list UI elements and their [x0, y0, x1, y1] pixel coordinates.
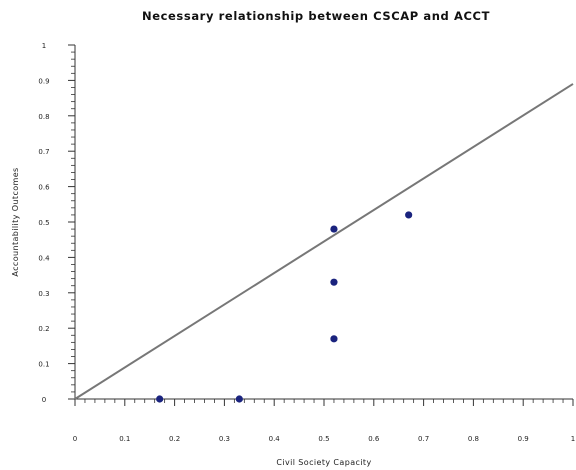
x-tick-label: 0.7 — [418, 435, 429, 443]
y-tick-label: 0.8 — [38, 113, 49, 121]
x-tick-label: 0 — [73, 435, 77, 443]
ticks: 0 0.1 0.2 0.3 0.4 0.5 0.6 0.7 0.8 0.9 1 0 0.1 0.2 0.3 0… — [38, 42, 575, 443]
x-tick-label: 0.8 — [468, 435, 479, 443]
data-point — [330, 225, 338, 233]
reference-line — [74, 83, 574, 400]
data-point — [330, 335, 338, 343]
y-tick-label: 0 — [42, 396, 46, 404]
data-point — [156, 395, 164, 403]
points-group — [156, 211, 413, 403]
x-axis-label: Civil Society Capacity — [276, 458, 371, 467]
x-tick-label: 0.4 — [269, 435, 281, 443]
x-tick-label: 0.2 — [169, 435, 180, 443]
y-tick-label: 0.1 — [38, 361, 49, 369]
y-axis-label: Accountability Outcomes — [11, 167, 20, 276]
y-tick-label: 0.9 — [38, 77, 49, 85]
y-tick-label: 1 — [42, 42, 46, 50]
reference-line-group — [74, 83, 574, 400]
axes — [74, 45, 573, 400]
y-tick-label: 0.5 — [38, 219, 49, 227]
x-tick-label: 0.9 — [518, 435, 529, 443]
data-point — [405, 211, 413, 219]
x-tick-label: 0.1 — [119, 435, 130, 443]
chart-title: Necessary relationship between CSCAP and… — [142, 9, 490, 23]
data-point — [235, 395, 243, 403]
y-tick-label: 0.2 — [38, 325, 49, 333]
x-tick-label: 1 — [571, 435, 575, 443]
y-tick-label: 0.6 — [38, 184, 50, 192]
y-tick-label: 0.3 — [38, 290, 49, 298]
x-tick-label: 0.5 — [318, 435, 329, 443]
y-tick-label: 0.7 — [38, 148, 49, 156]
x-tick-label: 0.6 — [368, 435, 380, 443]
data-point — [330, 278, 338, 286]
x-tick-label: 0.3 — [219, 435, 230, 443]
y-tick-label: 0.4 — [38, 254, 50, 262]
